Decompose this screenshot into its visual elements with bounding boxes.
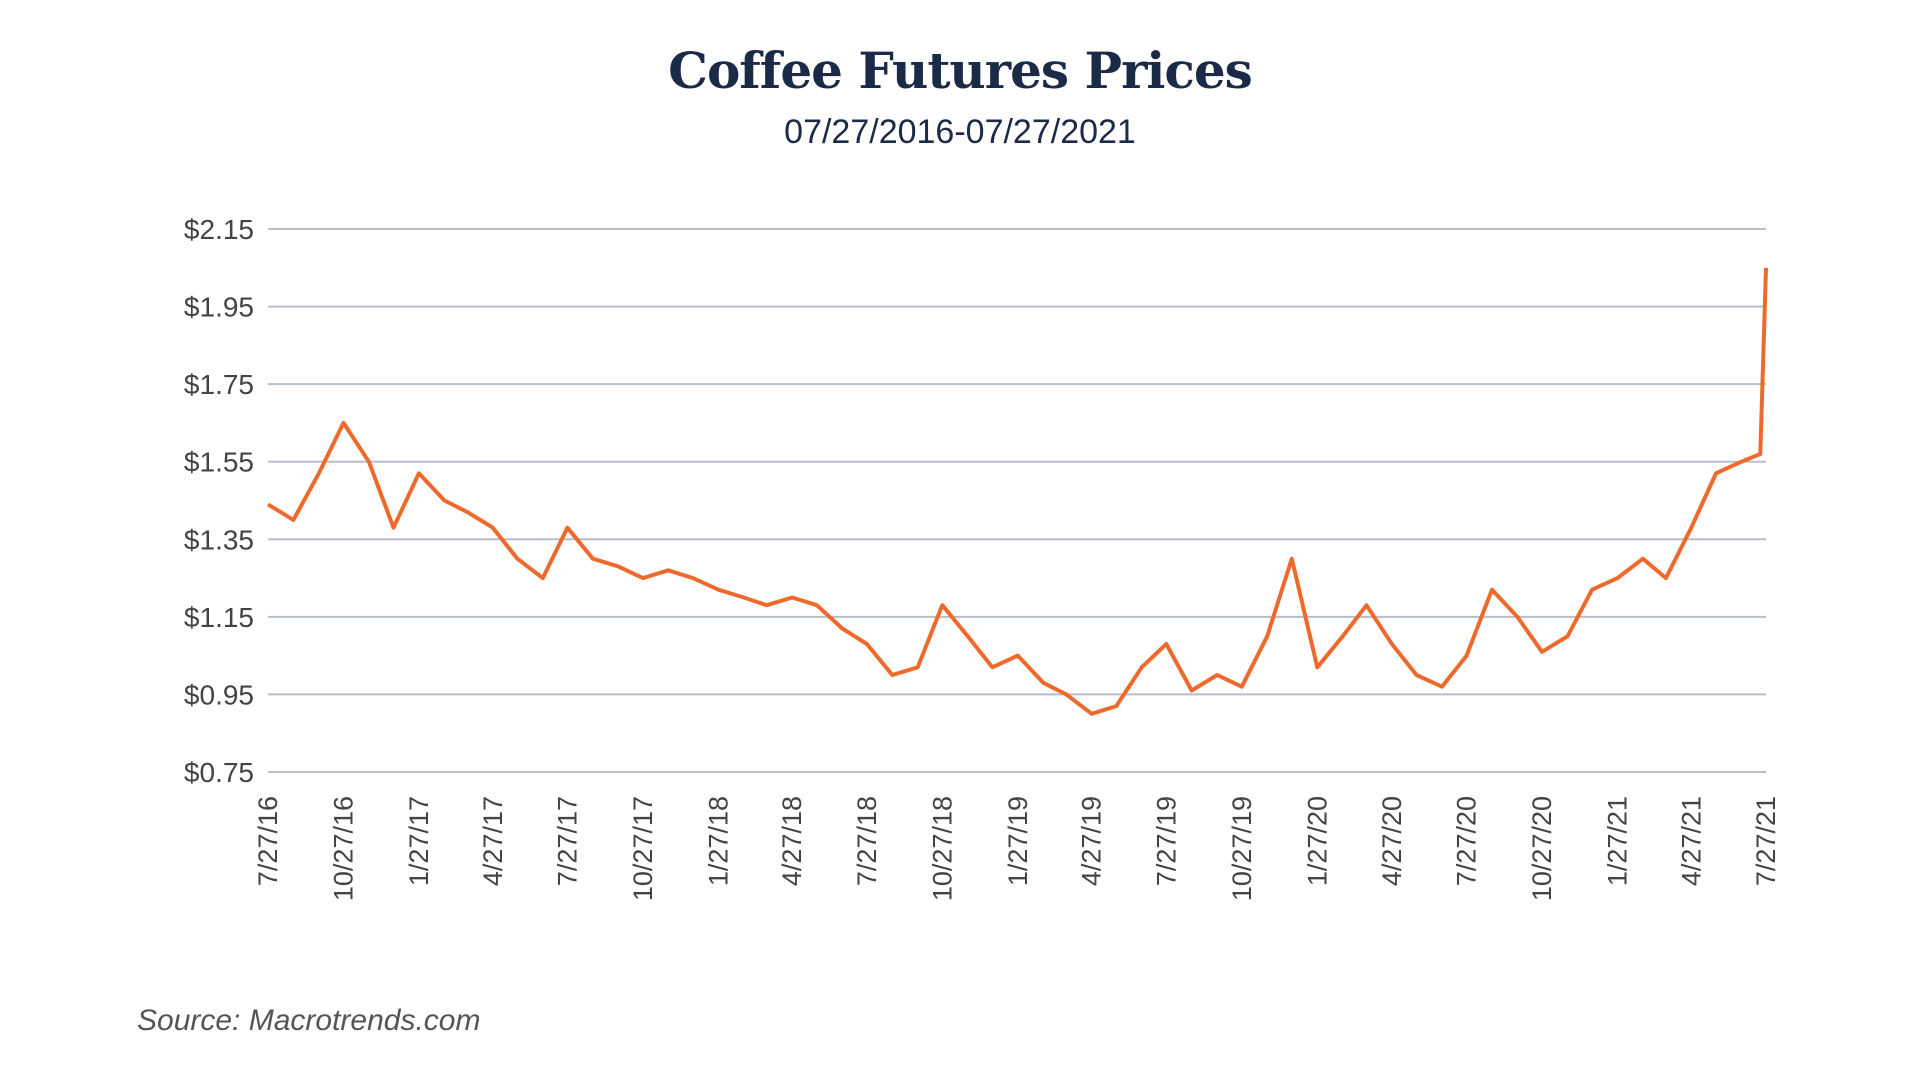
x-tick-label: 1/27/17 <box>404 796 434 886</box>
chart-subtitle: 07/27/2016-07/27/2021 <box>784 113 1136 151</box>
y-tick-label: $1.95 <box>184 292 254 323</box>
y-tick-label: $1.35 <box>184 524 254 555</box>
x-tick-label: 1/27/20 <box>1302 796 1332 886</box>
x-tick-label: 7/27/18 <box>852 796 882 886</box>
x-tick-label: 7/27/17 <box>552 796 582 886</box>
x-tick-label: 4/27/21 <box>1676 796 1706 886</box>
x-tick-label: 7/27/20 <box>1452 796 1482 886</box>
x-tick-label: 1/27/21 <box>1603 796 1633 886</box>
x-tick-label: 10/27/20 <box>1527 796 1557 901</box>
x-tick-label: 7/27/21 <box>1751 796 1781 886</box>
y-tick-label: $0.95 <box>184 679 254 710</box>
x-tick-label: 10/27/16 <box>328 796 358 901</box>
x-tick-label: 4/27/17 <box>478 796 508 886</box>
x-tick-label: 7/27/19 <box>1151 796 1181 886</box>
y-tick-label: $1.75 <box>184 369 254 400</box>
y-tick-label: $2.15 <box>184 214 254 245</box>
x-tick-label: 4/27/20 <box>1377 796 1407 886</box>
source-note: Source: Macrotrends.com <box>137 1004 480 1037</box>
x-tick-label: 10/27/19 <box>1227 796 1257 901</box>
y-tick-label: $0.75 <box>184 757 254 788</box>
x-tick-label: 10/27/18 <box>927 796 957 901</box>
x-tick-label: 4/27/19 <box>1077 796 1107 886</box>
x-tick-label: 1/27/18 <box>703 796 733 886</box>
price-line <box>266 267 1768 716</box>
y-tick-label: $1.15 <box>184 602 254 633</box>
x-tick-label: 4/27/18 <box>777 796 807 886</box>
x-tick-label: 7/27/16 <box>253 796 283 886</box>
chart-title: Coffee Futures Prices <box>668 41 1252 100</box>
x-tick-label: 1/27/19 <box>1003 796 1033 886</box>
y-tick-label: $1.55 <box>184 447 254 478</box>
x-tick-label: 10/27/17 <box>628 796 658 901</box>
